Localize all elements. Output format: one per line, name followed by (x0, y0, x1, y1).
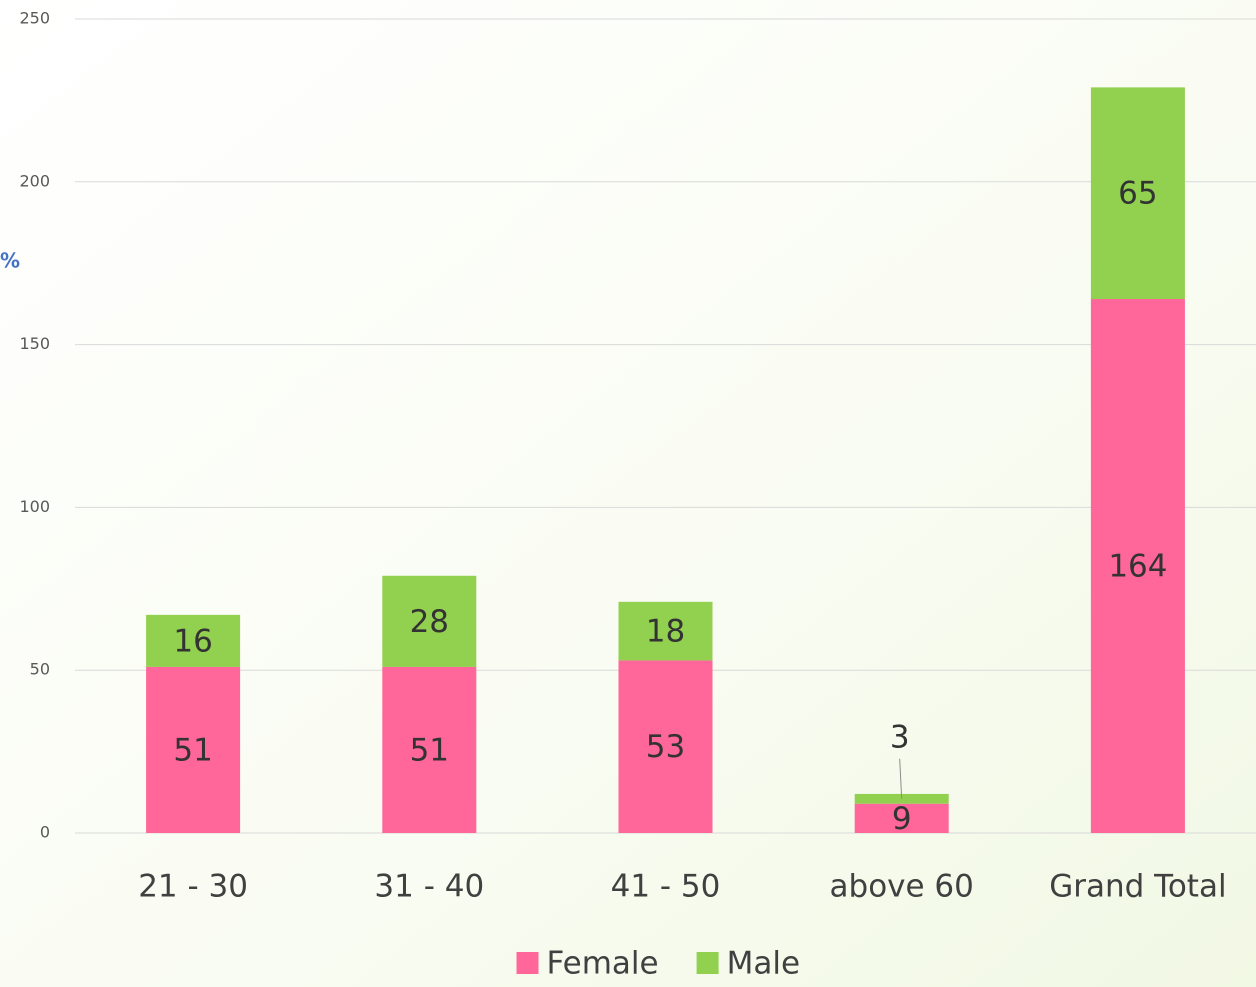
y-tick-label: 100 (19, 497, 50, 516)
x-tick-label: above 60 (830, 869, 974, 905)
y-tick-label: 50 (30, 660, 50, 679)
data-label: 65 (1118, 176, 1157, 212)
legend-swatch (696, 952, 719, 974)
bar-segment (618, 660, 713, 833)
y-axis-label: % (0, 249, 20, 273)
x-tick-label: 41 - 50 (611, 869, 721, 905)
data-label: 53 (646, 729, 685, 765)
legend-label: Male (727, 946, 800, 982)
legend-swatch (516, 952, 539, 974)
bar-segment (618, 601, 713, 661)
x-tick-label: 31 - 40 (374, 869, 484, 905)
data-label: 51 (173, 732, 212, 768)
data-label: 3 (890, 719, 910, 755)
bar-segment (382, 575, 477, 667)
data-label: 164 (1108, 549, 1167, 585)
y-tick-label: 0 (40, 823, 50, 842)
data-label: 18 (646, 614, 685, 650)
bar-segment (382, 666, 477, 833)
data-label: 9 (892, 801, 912, 837)
y-tick-label: 250 (19, 9, 50, 28)
bar-segment (146, 614, 241, 667)
y-tick-label: 150 (19, 334, 50, 353)
bar-segment (1090, 299, 1185, 833)
x-tick-label: 21 - 30 (138, 869, 248, 905)
data-label: 16 (173, 623, 212, 659)
data-label: 51 (410, 732, 449, 768)
bar-segment (854, 803, 949, 833)
x-tick-label: Grand Total (1049, 869, 1226, 905)
leader-line (899, 758, 903, 799)
data-label: 28 (410, 604, 449, 640)
bar-segment (146, 666, 241, 833)
y-tick-label: 200 (19, 171, 50, 190)
bar-segment (1090, 87, 1185, 300)
legend-label: Female (547, 946, 659, 982)
